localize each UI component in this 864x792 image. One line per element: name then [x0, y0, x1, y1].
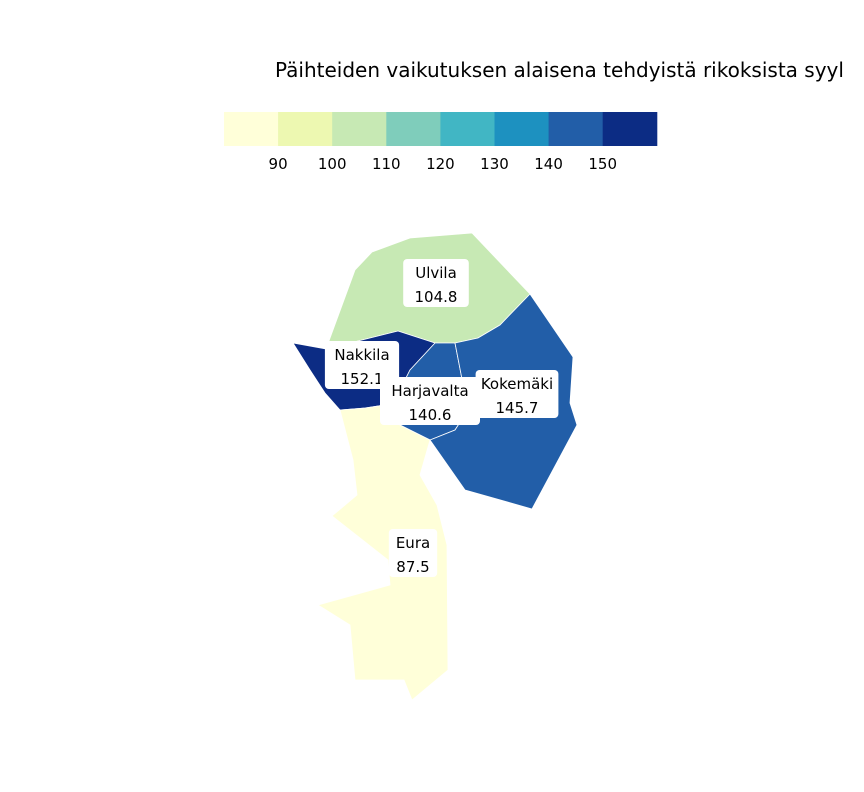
legend-swatch: [332, 112, 387, 146]
region-eura[interactable]: [317, 404, 449, 701]
legend-tick-label: 140: [534, 155, 563, 173]
color-legend: 90 100 110 120 130 140 150: [224, 112, 658, 173]
region-label-nakkila: Nakkila 152.1: [324, 341, 400, 389]
legend-tick-label: 110: [372, 155, 401, 173]
region-label-ulvila: Ulvila 104.8: [403, 259, 469, 307]
region-name: Kokemäki: [481, 375, 553, 393]
legend-tick-label: 120: [426, 155, 455, 173]
chart-title: Päihteiden vaikutuksen alaisena tehdyist…: [275, 58, 844, 82]
label-box: [324, 341, 400, 389]
legend-tick-label: 90: [269, 155, 288, 173]
legend-tick-label: 130: [480, 155, 509, 173]
legend-swatch: [440, 112, 495, 146]
region-value: 104.8: [415, 288, 458, 306]
legend-tick-label: 100: [318, 155, 347, 173]
legend-swatch: [494, 112, 550, 146]
region-name: Nakkila: [334, 346, 389, 364]
region-value: 140.6: [409, 406, 452, 424]
region-name: Ulvila: [415, 264, 457, 282]
region-value: 152.1: [341, 370, 384, 388]
region-value: 87.5: [396, 558, 429, 576]
region-value: 145.7: [496, 399, 539, 417]
region-name: Harjavalta: [391, 382, 468, 400]
label-box: [403, 259, 469, 307]
label-box: [380, 377, 480, 425]
region-label-harjavalta: Harjavalta 140.6: [380, 377, 480, 425]
legend-swatch: [224, 112, 279, 146]
region-label-layer: Ulvila 104.8 Nakkila 152.1 Harjavalta 140.6 Ko…: [324, 259, 559, 577]
legend-swatch: [386, 112, 441, 146]
legend-swatch: [602, 112, 658, 146]
legend-swatch: [278, 112, 333, 146]
label-box: [388, 529, 438, 577]
legend-swatch: [548, 112, 604, 146]
legend-tick-label: 150: [588, 155, 617, 173]
label-box: [475, 370, 559, 418]
region-name: Eura: [396, 534, 430, 552]
region-label-kokemaki: Kokemäki 145.7: [475, 370, 559, 418]
region-label-eura: Eura 87.5: [388, 529, 438, 577]
